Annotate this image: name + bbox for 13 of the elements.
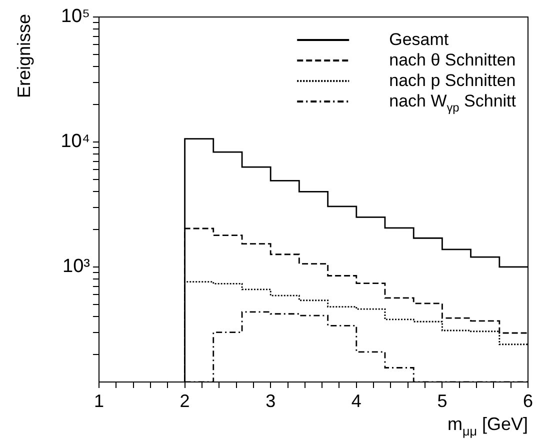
x-tick-label: 4 [351, 390, 362, 411]
y-tick-label: 10⁵ [60, 6, 90, 28]
x-tick-label: 3 [266, 390, 276, 411]
x-tick-label: 6 [522, 390, 533, 411]
legend-label: nach θ Schnitten [389, 50, 516, 70]
y-axis-title: Ereignisse [14, 14, 34, 98]
x-tick-label: 2 [180, 390, 190, 411]
legend-label: nach p Schnitten [389, 71, 516, 90]
legend-label: Gesamt [389, 30, 449, 49]
x-tick-label: 5 [437, 390, 448, 411]
y-tick-label: 10⁴ [60, 131, 90, 152]
x-tick-label: 1 [94, 390, 104, 411]
y-tick-label: 10³ [62, 256, 90, 278]
